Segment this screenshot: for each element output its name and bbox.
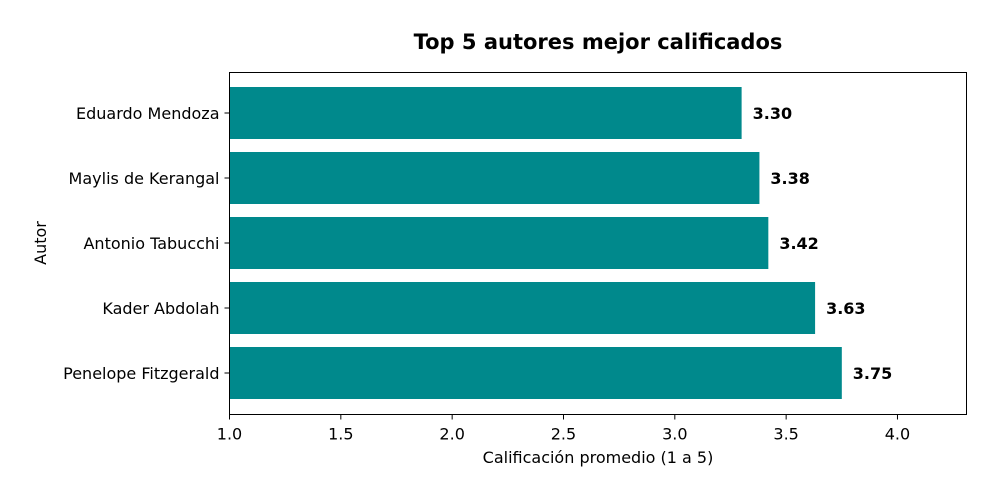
bar-0: [229, 87, 742, 139]
data-label: 3.38: [770, 169, 809, 188]
y-tick-labels: Eduardo Mendoza Maylis de Kerangal Antonio…: [63, 104, 230, 383]
x-tick-label: 2.5: [551, 425, 576, 444]
x-tick-label: 3.0: [662, 425, 687, 444]
data-labels: 3.30 3.38 3.42 3.63 3.75: [753, 104, 893, 383]
bar-2: [229, 217, 769, 269]
x-axis-label: Calificación promedio (1 a 5): [483, 448, 714, 467]
data-label: 3.42: [779, 234, 818, 253]
x-tick-label: 1.0: [217, 425, 242, 444]
x-tick-label: 3.5: [773, 425, 798, 444]
y-tick-label: Maylis de Kerangal: [69, 169, 220, 188]
data-label: 3.75: [853, 364, 892, 383]
bar-3: [229, 282, 816, 334]
bar-4: [229, 347, 842, 399]
bar-1: [229, 152, 760, 204]
plot-frame: [229, 72, 967, 415]
x-tick-label: 4.0: [885, 425, 910, 444]
y-tick-label: Antonio Tabucchi: [83, 234, 219, 253]
x-tick-label: 1.5: [328, 425, 353, 444]
y-tick-label: Kader Abdolah: [102, 299, 219, 318]
x-tick-label: 2.0: [439, 425, 464, 444]
bars-group: [229, 87, 842, 399]
y-tick-label: Eduardo Mendoza: [76, 104, 219, 123]
data-label: 3.30: [753, 104, 792, 123]
y-axis-label: Autor: [31, 221, 50, 265]
y-tick-label: Penelope Fitzgerald: [63, 364, 219, 383]
data-label: 3.63: [826, 299, 865, 318]
chart-title: Top 5 autores mejor calificados: [414, 30, 783, 54]
x-ticks: 1.0 1.5 2.0 2.5 3.0 3.5 4.0: [217, 414, 910, 444]
